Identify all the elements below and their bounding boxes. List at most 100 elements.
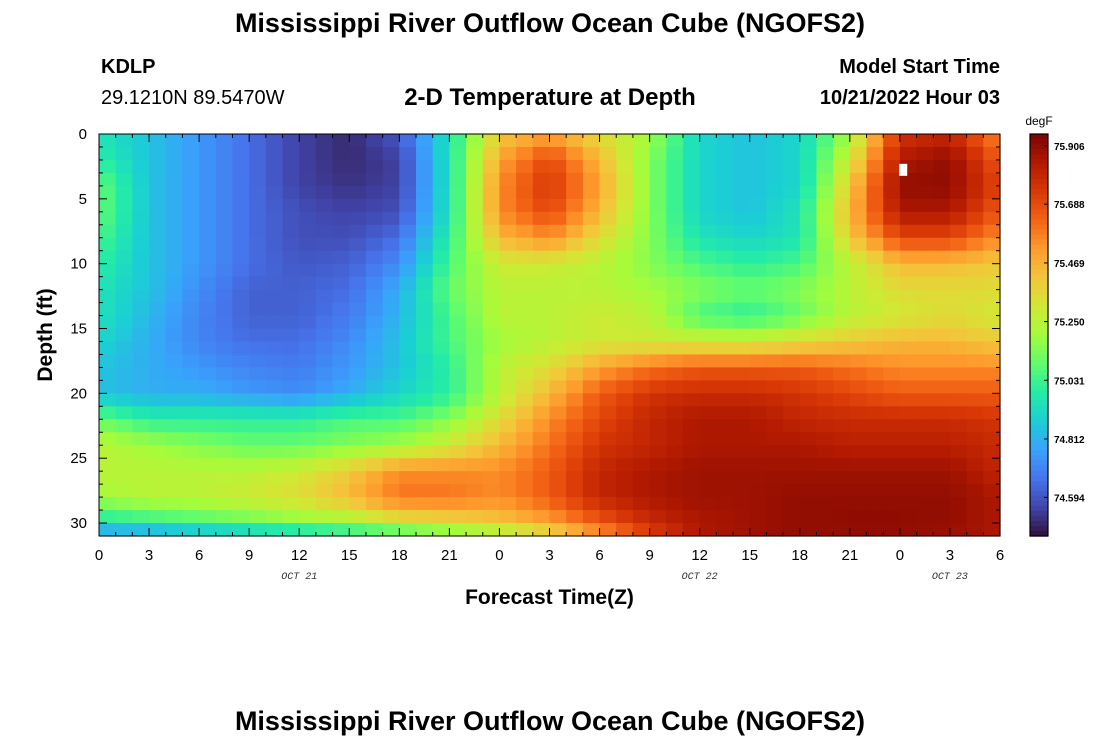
heatmap-cell	[499, 471, 517, 485]
heatmap-cell	[182, 134, 200, 148]
heatmap-cell	[833, 146, 851, 161]
heatmap-cell	[432, 354, 450, 369]
heatmap-cell	[232, 134, 250, 148]
heatmap-cell	[299, 432, 317, 446]
heatmap-cell	[866, 146, 884, 161]
heatmap-cell	[783, 510, 801, 524]
heatmap-cell	[632, 146, 651, 161]
heatmap-cell	[249, 510, 267, 524]
heatmap-cell	[816, 185, 834, 200]
heatmap-cell	[149, 510, 167, 524]
heatmap-cell	[232, 302, 250, 317]
heatmap-cell	[365, 406, 384, 420]
heatmap-cell	[849, 224, 868, 239]
heatmap-cell	[165, 445, 184, 459]
heatmap-cell	[783, 523, 801, 537]
heatmap-cell	[449, 289, 467, 304]
heatmap-cell	[549, 432, 567, 446]
heatmap-cell	[149, 315, 167, 330]
heatmap-cell	[532, 315, 551, 330]
heatmap-cell	[432, 237, 450, 252]
x-tick-label: 3	[545, 547, 553, 564]
heatmap-cell	[416, 341, 434, 356]
heatmap-cell	[332, 198, 350, 213]
heatmap-cell	[649, 134, 667, 148]
heatmap-cell	[232, 419, 250, 433]
heatmap-cell	[132, 510, 150, 524]
heatmap-cell	[265, 185, 284, 200]
heatmap-cell	[249, 146, 267, 161]
heatmap-cell	[616, 263, 634, 278]
heatmap-cell	[199, 523, 217, 537]
heatmap-cell	[899, 406, 918, 420]
heatmap-cell	[699, 432, 717, 446]
heatmap-cell	[349, 341, 367, 356]
heatmap-cell	[416, 159, 434, 174]
heatmap-cell	[849, 328, 868, 343]
heatmap-cell	[716, 302, 734, 317]
heatmap-cell	[482, 224, 501, 239]
heatmap-cell	[199, 185, 217, 200]
heatmap-cell	[582, 510, 601, 524]
heatmap-cell	[866, 134, 884, 148]
heatmap-cell	[349, 458, 367, 472]
heatmap-cell	[949, 224, 968, 239]
heatmap-cell	[983, 185, 1001, 200]
heatmap-cell	[232, 510, 250, 524]
heatmap-cell	[182, 172, 200, 187]
heatmap-cell	[632, 406, 651, 420]
x-tick-label: 0	[495, 547, 503, 564]
heatmap-cell	[349, 497, 367, 511]
heatmap-cell	[833, 510, 851, 524]
heatmap-cell	[699, 237, 717, 252]
station-marker	[899, 163, 908, 176]
x-tick-label: 6	[996, 547, 1004, 564]
heatmap-cell	[365, 523, 384, 537]
heatmap-cell	[349, 445, 367, 459]
heatmap-cell	[649, 419, 667, 433]
heatmap-cell	[566, 289, 584, 304]
heatmap-cell	[349, 315, 367, 330]
heatmap-cell	[666, 458, 684, 472]
heatmap-cell	[249, 198, 267, 213]
heatmap-cell	[632, 224, 651, 239]
heatmap-cell	[783, 263, 801, 278]
heatmap-cell	[165, 458, 184, 472]
heatmap-cell	[382, 328, 400, 343]
heatmap-cell	[516, 354, 534, 369]
heatmap-cell	[616, 328, 634, 343]
colorbar-segment	[1030, 284, 1048, 291]
heatmap-cell	[349, 393, 367, 407]
heatmap-cell	[699, 289, 717, 304]
heatmap-cell	[649, 445, 667, 459]
x-axis-title: Forecast Time(Z)	[465, 586, 634, 609]
heatmap-cell	[949, 250, 968, 265]
heatmap-cell	[265, 198, 284, 213]
heatmap-cell	[99, 289, 117, 304]
heatmap-cell	[949, 328, 968, 343]
heatmap-cell	[249, 354, 267, 369]
heatmap-cell	[516, 172, 534, 187]
heatmap-cell	[532, 380, 551, 394]
heatmap-cell	[616, 134, 634, 148]
heatmap-cell	[749, 134, 768, 148]
heatmap-cell	[916, 341, 934, 356]
heatmap-cell	[99, 315, 117, 330]
heatmap-cell	[866, 341, 884, 356]
heatmap-cell	[966, 302, 984, 317]
heatmap-cell	[816, 497, 834, 511]
heatmap-cell	[482, 328, 501, 343]
heatmap-cell	[115, 393, 133, 407]
heatmap-cell	[933, 458, 951, 472]
heatmap-cell	[449, 354, 467, 369]
heatmap-cell	[532, 302, 551, 317]
heatmap-cell	[783, 237, 801, 252]
heatmap-cell	[115, 224, 133, 239]
heatmap-cell	[883, 419, 901, 433]
heatmap-cell	[883, 146, 901, 161]
heatmap-cell	[282, 315, 300, 330]
heatmap-cell	[382, 354, 400, 369]
heatmap-cell	[532, 406, 551, 420]
heatmap-cell	[849, 458, 868, 472]
heatmap-cell	[699, 302, 717, 317]
